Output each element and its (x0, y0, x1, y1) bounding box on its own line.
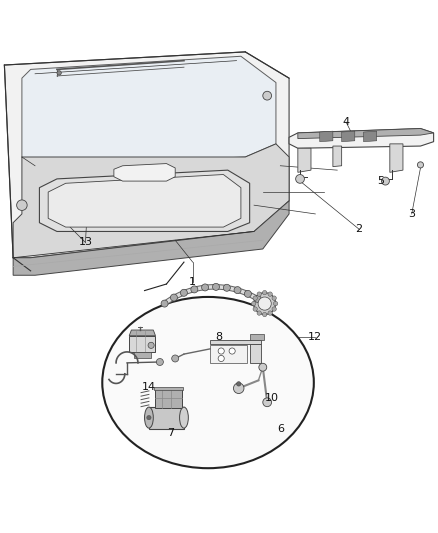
Polygon shape (129, 336, 155, 352)
Circle shape (257, 311, 261, 315)
Circle shape (191, 286, 198, 293)
Circle shape (262, 290, 267, 295)
Circle shape (17, 200, 27, 211)
Circle shape (381, 177, 389, 185)
Polygon shape (39, 170, 250, 231)
Polygon shape (48, 174, 241, 227)
Text: 6: 6 (277, 424, 284, 433)
Polygon shape (298, 148, 311, 172)
Circle shape (148, 342, 154, 349)
Circle shape (257, 292, 261, 296)
Circle shape (251, 301, 256, 306)
Polygon shape (154, 387, 183, 390)
Polygon shape (4, 52, 289, 258)
Polygon shape (333, 146, 342, 167)
Circle shape (218, 356, 224, 361)
Polygon shape (342, 131, 355, 142)
Circle shape (233, 383, 244, 393)
Circle shape (170, 294, 177, 301)
Polygon shape (298, 128, 434, 139)
Polygon shape (390, 144, 403, 172)
Ellipse shape (145, 407, 153, 428)
Ellipse shape (180, 407, 188, 428)
Circle shape (259, 364, 267, 371)
Circle shape (273, 301, 278, 306)
Circle shape (296, 174, 304, 183)
Text: 7: 7 (167, 428, 174, 438)
Circle shape (417, 162, 424, 168)
Circle shape (254, 295, 261, 302)
Polygon shape (114, 164, 175, 181)
Circle shape (253, 296, 258, 300)
Circle shape (258, 297, 271, 310)
Text: 3: 3 (408, 209, 415, 219)
Polygon shape (22, 56, 276, 166)
Polygon shape (13, 201, 289, 275)
Polygon shape (129, 330, 155, 336)
Circle shape (229, 348, 235, 354)
Circle shape (272, 296, 276, 300)
Text: 14: 14 (142, 382, 156, 392)
Polygon shape (149, 407, 184, 429)
Circle shape (156, 359, 163, 366)
Circle shape (253, 307, 258, 311)
Text: 10: 10 (265, 393, 279, 403)
Circle shape (57, 71, 61, 75)
Circle shape (263, 91, 272, 100)
Circle shape (263, 398, 272, 407)
Polygon shape (250, 344, 261, 363)
Circle shape (223, 284, 230, 292)
Text: 2: 2 (356, 224, 363, 235)
Circle shape (254, 293, 276, 314)
Polygon shape (13, 144, 289, 258)
Polygon shape (155, 389, 182, 408)
Polygon shape (134, 352, 151, 358)
Text: 1: 1 (189, 277, 196, 287)
Circle shape (180, 289, 187, 296)
Circle shape (212, 284, 219, 290)
Polygon shape (364, 131, 377, 142)
Circle shape (147, 415, 151, 420)
Circle shape (201, 284, 208, 291)
Circle shape (262, 312, 267, 317)
Circle shape (234, 287, 241, 294)
Polygon shape (250, 334, 264, 340)
Text: 12: 12 (308, 332, 322, 342)
Circle shape (268, 311, 272, 315)
Circle shape (218, 348, 224, 354)
Circle shape (237, 382, 241, 386)
Polygon shape (210, 340, 261, 344)
Text: 13: 13 (78, 237, 92, 247)
Text: 8: 8 (215, 332, 223, 342)
Text: 4: 4 (343, 117, 350, 127)
Circle shape (244, 290, 251, 297)
Text: 5: 5 (378, 176, 385, 186)
Circle shape (172, 355, 179, 362)
Polygon shape (320, 131, 333, 142)
Circle shape (161, 300, 168, 307)
Circle shape (268, 292, 272, 296)
Polygon shape (289, 128, 434, 148)
Polygon shape (210, 345, 247, 363)
Ellipse shape (102, 297, 314, 468)
Circle shape (272, 307, 276, 311)
